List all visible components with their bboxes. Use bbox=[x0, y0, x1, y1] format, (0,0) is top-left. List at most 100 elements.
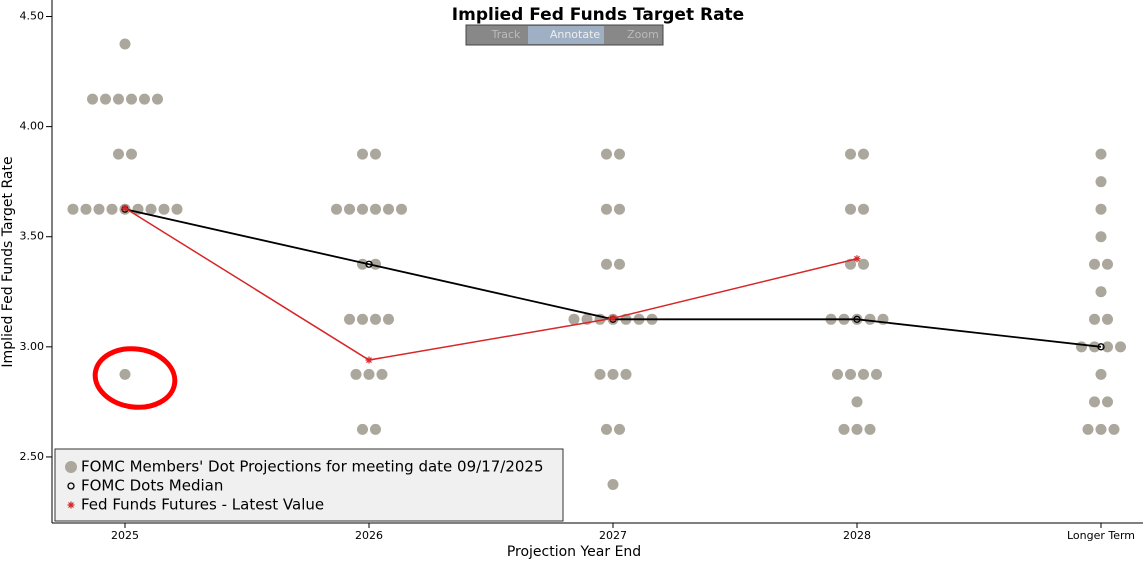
dot bbox=[1076, 341, 1087, 353]
dot bbox=[113, 148, 124, 160]
dot bbox=[1102, 341, 1113, 353]
dot bbox=[845, 203, 856, 215]
dot bbox=[614, 148, 625, 160]
dot bbox=[601, 203, 612, 215]
dot bbox=[607, 368, 619, 380]
dot bbox=[158, 203, 170, 215]
dot bbox=[871, 368, 882, 380]
dot bbox=[1095, 148, 1107, 160]
dot bbox=[1095, 423, 1107, 435]
dot bbox=[370, 203, 381, 215]
dot bbox=[93, 203, 105, 215]
x-axis-label: Projection Year End bbox=[507, 544, 641, 560]
dot bbox=[1108, 423, 1120, 435]
dot bbox=[620, 368, 632, 380]
dot bbox=[1089, 258, 1100, 270]
dot bbox=[376, 368, 388, 380]
dot bbox=[601, 423, 612, 435]
dot bbox=[858, 368, 869, 380]
dot bbox=[1095, 203, 1107, 215]
dot bbox=[851, 423, 863, 435]
futures-marker bbox=[609, 314, 617, 322]
futures-marker bbox=[853, 255, 861, 263]
dot bbox=[357, 313, 368, 325]
y-tick-label: 3.50 bbox=[20, 230, 45, 243]
legend-symbol bbox=[67, 501, 75, 509]
dot bbox=[594, 368, 606, 380]
legend-symbol bbox=[67, 482, 75, 490]
x-tick-label: Longer Term bbox=[1067, 529, 1135, 542]
dot bbox=[383, 313, 394, 325]
hand-drawn-circle bbox=[92, 346, 178, 410]
dot bbox=[845, 148, 856, 160]
dot bbox=[851, 396, 863, 408]
x-tick-label: 2025 bbox=[111, 529, 139, 542]
dot bbox=[845, 368, 856, 380]
dot bbox=[357, 148, 368, 160]
dot bbox=[607, 478, 619, 490]
legend-label: Fed Funds Futures - Latest Value bbox=[81, 496, 324, 514]
median-marker bbox=[365, 260, 373, 268]
dot bbox=[1095, 286, 1107, 298]
toolbar-active bbox=[528, 26, 604, 44]
dot bbox=[858, 148, 869, 160]
dot bbox=[119, 38, 131, 50]
x-tick-label: 2026 bbox=[355, 529, 383, 542]
dot bbox=[331, 203, 342, 215]
legend-symbol bbox=[65, 461, 77, 473]
dot bbox=[1095, 176, 1107, 188]
dot bbox=[1102, 258, 1113, 270]
dot bbox=[126, 93, 137, 105]
dot bbox=[139, 93, 150, 105]
dot bbox=[1095, 231, 1107, 243]
dot bbox=[1089, 313, 1100, 325]
dot bbox=[1102, 396, 1113, 408]
toolbar-button[interactable]: Zoom bbox=[627, 28, 659, 41]
toolbar-button[interactable]: Annotate bbox=[550, 28, 601, 41]
y-tick-label: 4.50 bbox=[20, 10, 45, 23]
median-marker bbox=[853, 315, 861, 323]
dot bbox=[864, 423, 876, 435]
dot bbox=[838, 423, 850, 435]
dot bbox=[126, 148, 137, 160]
y-tick-label: 3.00 bbox=[20, 340, 45, 353]
y-tick-label: 2.50 bbox=[20, 450, 45, 463]
dot bbox=[1115, 341, 1126, 353]
dot bbox=[601, 258, 612, 270]
dot bbox=[383, 203, 394, 215]
legend-box bbox=[54, 448, 564, 522]
median-marker bbox=[1097, 343, 1105, 351]
dot bbox=[858, 258, 869, 270]
dot bbox=[145, 203, 157, 215]
dot bbox=[832, 368, 843, 380]
futures-marker bbox=[121, 204, 129, 212]
dot bbox=[396, 203, 407, 215]
dot bbox=[1095, 368, 1107, 380]
y-tick-label: 4.00 bbox=[20, 120, 45, 133]
dot bbox=[357, 203, 368, 215]
dot bbox=[858, 203, 869, 215]
plot-area bbox=[67, 38, 1126, 490]
dot bbox=[106, 203, 118, 215]
dot bbox=[1089, 396, 1100, 408]
toolbar: Track Annotate Zoom bbox=[465, 24, 664, 46]
legend-label: FOMC Dots Median bbox=[81, 477, 223, 495]
dot bbox=[370, 148, 381, 160]
dot bbox=[614, 258, 625, 270]
dot bbox=[80, 203, 92, 215]
dot bbox=[344, 313, 355, 325]
legend: FOMC Members' Dot Projections for meetin… bbox=[54, 448, 564, 522]
dot bbox=[614, 203, 625, 215]
dot bbox=[370, 313, 381, 325]
legend-label: FOMC Members' Dot Projections for meetin… bbox=[81, 458, 544, 476]
dot bbox=[1082, 423, 1094, 435]
dot bbox=[864, 313, 876, 325]
futures-marker bbox=[365, 356, 373, 364]
dot bbox=[350, 368, 362, 380]
toolbar-button[interactable]: Track bbox=[491, 28, 521, 41]
chart-title: Implied Fed Funds Target Rate bbox=[452, 5, 744, 25]
dot bbox=[568, 313, 580, 325]
dot bbox=[363, 368, 375, 380]
futures-line bbox=[124, 207, 858, 361]
